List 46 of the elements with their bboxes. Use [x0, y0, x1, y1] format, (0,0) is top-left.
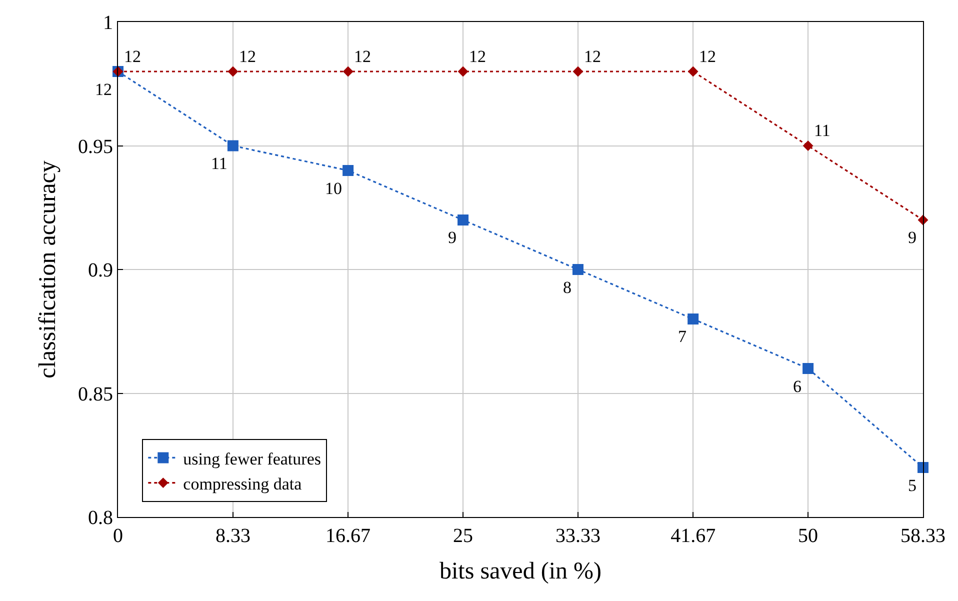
- y-tick-label: 1: [103, 12, 113, 34]
- annotation: 11: [211, 154, 228, 173]
- annotation: 12: [239, 47, 256, 66]
- x-axis-title: bits saved (in %): [440, 558, 602, 584]
- annotation: 12: [95, 80, 112, 99]
- point: [802, 140, 814, 151]
- legend-label: compressing data: [183, 474, 302, 494]
- x-tick-label: 25: [453, 525, 474, 547]
- y-tick-label: 0.85: [78, 383, 113, 406]
- y-tick-label: 0.9: [88, 260, 113, 282]
- point: [227, 140, 238, 152]
- point: [228, 66, 238, 77]
- annotation: 12: [124, 47, 141, 66]
- point: [342, 66, 354, 77]
- annotation: 6: [793, 377, 802, 396]
- x-tick-label: 33.33: [555, 525, 600, 547]
- y-tick-label: 0.95: [78, 136, 113, 158]
- legend-label: using fewer features: [183, 449, 321, 468]
- annotation: 12: [469, 47, 486, 66]
- annotation: 5: [908, 476, 916, 495]
- annotation: 12: [699, 47, 716, 66]
- point: [458, 66, 468, 77]
- point: [688, 66, 698, 77]
- annotation: 9: [908, 228, 916, 247]
- x-tick-label: 8.33: [215, 525, 250, 547]
- point: [572, 66, 584, 77]
- x-tick-label: 50: [798, 525, 818, 547]
- annotation: 12: [584, 47, 601, 66]
- point: [342, 165, 354, 176]
- point: [458, 214, 469, 226]
- point: [802, 363, 814, 374]
- point: [572, 264, 584, 275]
- point: [918, 462, 928, 473]
- annotation: 9: [448, 228, 456, 247]
- annotation: 11: [814, 121, 830, 140]
- x-tick-label: 58.33: [900, 525, 946, 547]
- y-axis-title: classification accuracy: [35, 160, 62, 378]
- annotation: 8: [563, 278, 572, 297]
- annotation: 12: [354, 47, 371, 66]
- annotation: 10: [325, 179, 342, 198]
- y-tick-label: 0.8: [88, 507, 113, 529]
- x-tick-label: 16.67: [326, 525, 371, 547]
- annotation: 7: [678, 327, 687, 346]
- point: [688, 314, 699, 324]
- x-tick-label: 0: [113, 525, 123, 547]
- x-tick-label: 41.67: [670, 525, 716, 547]
